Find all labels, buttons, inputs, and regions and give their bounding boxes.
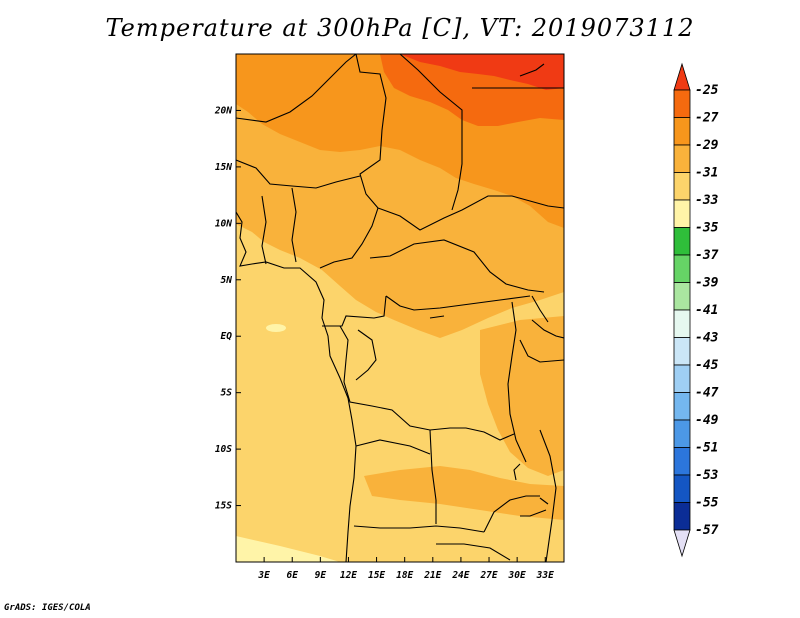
colorbar-label: -35 bbox=[695, 221, 719, 236]
x-tick-label: 12E bbox=[340, 570, 357, 581]
colorbar-swatch bbox=[673, 172, 691, 201]
colorbar-label: -33 bbox=[695, 193, 719, 208]
colorbar-label: -45 bbox=[695, 358, 719, 373]
colorbar-swatch bbox=[673, 364, 691, 393]
map-title: Temperature at 300hPa [C], VT: 201907311… bbox=[105, 14, 695, 42]
x-tick-label: 9E bbox=[315, 570, 327, 581]
x-tick-label: 15E bbox=[368, 570, 385, 581]
colorbar-swatch bbox=[673, 392, 691, 421]
x-tick-label: 33E bbox=[536, 570, 554, 581]
colorbar-swatch bbox=[673, 474, 691, 503]
x-tick-label: 3E bbox=[257, 570, 270, 581]
colorbar-label: -57 bbox=[695, 523, 719, 538]
colorbar-swatch bbox=[673, 337, 691, 366]
colorbar-swatch bbox=[673, 502, 691, 531]
y-tick-label: EQ bbox=[221, 331, 233, 342]
colorbar-swatch bbox=[673, 199, 691, 228]
colorbar-swatch bbox=[673, 117, 691, 146]
x-tick-label: 18E bbox=[396, 570, 413, 581]
colorbar-swatch bbox=[673, 227, 691, 256]
y-tick-label: 10N bbox=[215, 218, 232, 229]
x-axis: 3E 6E 9E 12E 15E 18E 21E 24E 27E 30E 33E bbox=[257, 557, 554, 581]
colorbar-label: -55 bbox=[695, 496, 719, 511]
x-tick-label: 21E bbox=[423, 570, 441, 581]
colorbar-label: -53 bbox=[695, 468, 719, 483]
grads-credit: GrADS: IGES/COLA bbox=[4, 603, 91, 613]
y-tick-label: 20N bbox=[214, 105, 232, 116]
colorbar-label: -49 bbox=[695, 413, 719, 428]
y-tick-label: 5N bbox=[221, 275, 233, 286]
x-tick-label: 24E bbox=[451, 570, 469, 581]
y-tick-label: 5S bbox=[221, 388, 233, 399]
colorbar-swatch bbox=[673, 254, 691, 283]
colorbar-swatch bbox=[673, 282, 691, 311]
y-tick-label: 10S bbox=[215, 444, 232, 455]
colorbar-label: -51 bbox=[695, 441, 718, 456]
colorbar-label: -31 bbox=[695, 166, 718, 181]
colorbar-label: -25 bbox=[695, 83, 719, 98]
y-tick-label: 15S bbox=[215, 501, 232, 512]
colorbar: -25 -27 -29 -31 -33 -35 -37 -39 -41 -43 -45 -47 -49 -… bbox=[673, 62, 719, 558]
colorbar-swatch bbox=[673, 419, 691, 448]
colorbar-swatch bbox=[673, 89, 691, 118]
colorbar-bottom-arrow bbox=[673, 529, 691, 558]
x-tick-label: 30E bbox=[508, 570, 526, 581]
colorbar-swatch bbox=[673, 144, 691, 173]
colorbar-label: -29 bbox=[695, 138, 719, 153]
x-tick-label: 27E bbox=[479, 570, 497, 581]
country-borders bbox=[236, 54, 564, 562]
temperature-field bbox=[236, 54, 564, 562]
colorbar-label: -47 bbox=[695, 386, 719, 401]
colorbar-swatch bbox=[673, 309, 691, 338]
colorbar-label: -37 bbox=[695, 248, 719, 263]
y-tick-label: 15N bbox=[215, 162, 232, 173]
x-tick-label: 6E bbox=[287, 570, 299, 581]
map-frame bbox=[235, 53, 565, 563]
colorbar-swatch bbox=[673, 447, 691, 476]
colorbar-label: -41 bbox=[695, 303, 718, 318]
colorbar-label: -27 bbox=[695, 111, 719, 126]
colorbar-label: -43 bbox=[695, 331, 719, 346]
y-axis: 20N 15N 10N 5N EQ 5S 10S 15S bbox=[214, 105, 241, 512]
colorbar-top-arrow bbox=[673, 62, 691, 91]
colorbar-label: -39 bbox=[695, 276, 719, 291]
